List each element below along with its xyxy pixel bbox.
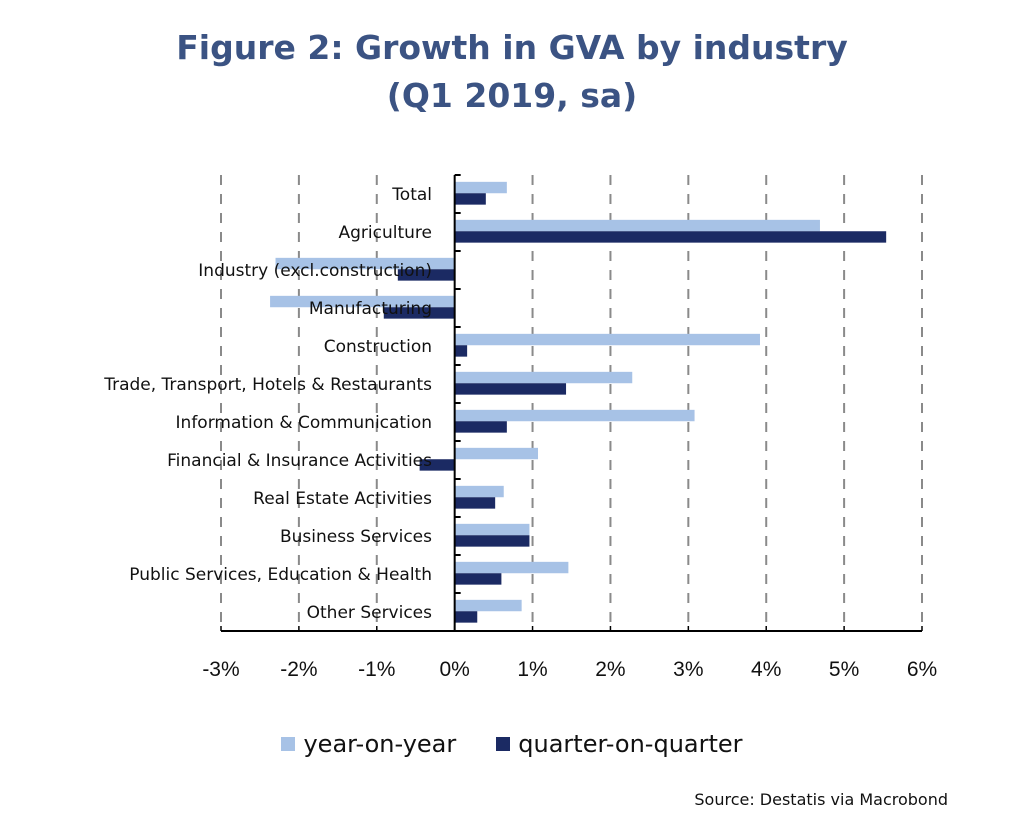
bar-yoy [454, 371, 633, 384]
x-tick-label: 1% [517, 658, 547, 681]
category-label: Real Estate Activities [253, 489, 432, 509]
legend: year-on-year quarter-on-quarter [0, 730, 1024, 758]
category-label: Business Services [280, 527, 432, 547]
bar-qoq [454, 535, 530, 547]
bar-yoy [454, 561, 569, 574]
bar-yoy [454, 485, 504, 498]
source-note: Source: Destatis via Macrobond [694, 790, 948, 809]
bar-qoq [454, 497, 496, 509]
bar-qoq [419, 459, 455, 471]
bar-yoy [270, 295, 455, 308]
legend-label-qoq: quarter-on-quarter [518, 730, 743, 758]
bar-yoy [275, 257, 455, 270]
bar-yoy [454, 333, 760, 346]
bar-qoq [454, 193, 486, 205]
category-label: Other Services [307, 603, 433, 623]
x-tick-label: 2% [595, 658, 625, 681]
bar-qoq [454, 231, 887, 243]
legend-item-yoy: year-on-year [281, 730, 456, 758]
chart-subtitle: (Q1 2019, sa) [386, 76, 638, 115]
bar-yoy [454, 181, 507, 194]
bar-qoq [383, 307, 455, 319]
category-label: Public Services, Education & Health [129, 565, 432, 585]
bar-yoy [454, 523, 530, 536]
category-label: Financial & Insurance Activities [167, 451, 432, 471]
bar-qoq [454, 421, 507, 433]
bar-qoq [454, 383, 567, 395]
legend-label-yoy: year-on-year [303, 730, 457, 758]
bar-qoq [454, 345, 468, 357]
legend-item-qoq: quarter-on-quarter [496, 730, 743, 758]
category-label: Construction [324, 337, 432, 357]
category-label: Industry (excl.construction) [198, 261, 432, 281]
x-tick-label: -2% [280, 658, 317, 681]
x-tick-label: 0% [439, 658, 469, 681]
bar-yoy [454, 447, 539, 460]
bar-yoy [454, 219, 820, 232]
chart-title: Figure 2: Growth in GVA by industry [176, 28, 848, 67]
x-tick-label: 6% [907, 658, 937, 681]
legend-swatch-yoy [281, 737, 296, 751]
legend-swatch-qoq [496, 737, 511, 751]
bar-qoq [454, 573, 502, 585]
category-label: Trade, Transport, Hotels & Restaurants [103, 375, 432, 395]
category-label: Total [391, 185, 432, 205]
category-label: Manufacturing [309, 299, 432, 319]
x-tick-label: 3% [673, 658, 703, 681]
x-tick-label: 4% [751, 658, 781, 681]
x-tick-label: 5% [829, 658, 859, 681]
x-tick-label: -1% [358, 658, 395, 681]
category-label: Agriculture [339, 223, 433, 243]
bar-qoq [397, 269, 455, 281]
bar-qoq [454, 611, 478, 623]
x-tick-label: -3% [202, 658, 239, 681]
bar-yoy [454, 599, 522, 612]
bar-yoy [454, 409, 695, 422]
category-label: Information & Communication [176, 413, 432, 433]
